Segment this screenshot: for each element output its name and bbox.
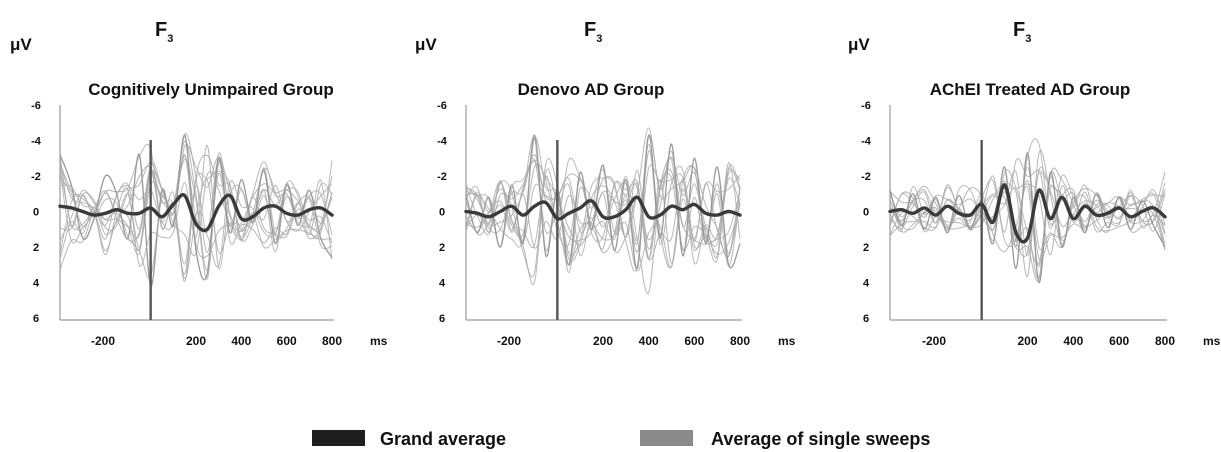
legend-label: Grand average <box>380 429 506 449</box>
series-grand-average <box>464 195 742 221</box>
x-tick-label: 800 <box>322 334 342 348</box>
x-tick-label: 600 <box>1109 334 1129 348</box>
single-sweep-trace <box>465 127 741 267</box>
single-sweep-trace <box>889 171 1166 261</box>
y-tick-label: -2 <box>861 171 871 183</box>
x-unit-label: ms <box>370 334 388 348</box>
x-tick-label: 400 <box>1063 334 1083 348</box>
single-sweep-trace <box>465 156 741 278</box>
x-tick-label: -200 <box>91 334 115 348</box>
series-single-sweeps <box>889 152 1166 284</box>
single-sweep-trace <box>59 155 333 270</box>
x-tick-label: 600 <box>684 334 704 348</box>
erp-panel-3: μV F3 AChEI Treated AD Group -6 -4 -2 0 2 4 6 -200… <box>848 19 1221 348</box>
single-sweep-trace <box>889 171 1166 267</box>
y-tick-label: -4 <box>31 136 42 148</box>
y-tick-label: 0 <box>863 207 869 219</box>
x-tick-label: -200 <box>922 334 946 348</box>
y-tick-label: -6 <box>31 100 41 112</box>
single-sweep-trace <box>59 133 333 260</box>
y-tick-label: -6 <box>437 100 447 112</box>
panel-title: Denovo AD Group <box>518 80 665 99</box>
x-tick-label: -200 <box>497 334 521 348</box>
x-unit-label: ms <box>1203 334 1221 348</box>
y-tick-label: 6 <box>439 313 445 325</box>
single-sweep-trace <box>889 158 1166 244</box>
x-tick-label: 200 <box>593 334 613 348</box>
electrode-subscript: 3 <box>167 33 173 45</box>
single-sweep-trace <box>465 150 741 286</box>
legend-label: Average of single sweeps <box>711 429 930 449</box>
y-tick-label: 6 <box>863 313 869 325</box>
y-tick-label: 4 <box>33 278 40 290</box>
electrode-subscript: 3 <box>596 33 602 45</box>
y-tick-label: 4 <box>863 278 870 290</box>
y-tick-label: 2 <box>439 242 445 254</box>
y-unit-label: μV <box>415 35 437 54</box>
panel-title: AChEI Treated AD Group <box>930 80 1131 99</box>
legend-swatch <box>312 430 365 446</box>
electrode-subscript: 3 <box>1025 33 1031 45</box>
single-sweep-trace <box>465 153 741 295</box>
single-sweep-trace <box>59 144 333 269</box>
y-tick-label: 4 <box>439 278 446 290</box>
single-sweep-trace <box>889 149 1166 277</box>
legend: Grand average Average of single sweeps <box>312 429 930 449</box>
y-tick-label: -4 <box>861 136 872 148</box>
electrode-label: F3 <box>155 19 173 45</box>
y-tick-label: -4 <box>437 136 448 148</box>
x-unit-label: ms <box>778 334 796 348</box>
x-tick-label: 200 <box>1017 334 1037 348</box>
y-tick-label: 6 <box>33 313 39 325</box>
panel-title: Cognitively Unimpaired Group <box>88 80 334 99</box>
series-grand-average <box>888 183 1167 244</box>
series-grand-average <box>58 193 334 233</box>
y-tick-label: 0 <box>439 207 445 219</box>
y-tick-label: -6 <box>861 100 871 112</box>
x-tick-label: 800 <box>1155 334 1175 348</box>
x-tick-label: 200 <box>186 334 206 348</box>
x-tick-label: 400 <box>639 334 659 348</box>
electrode-label: F3 <box>584 19 602 45</box>
y-tick-label: 0 <box>33 207 39 219</box>
x-tick-label: 600 <box>277 334 297 348</box>
y-tick-label: 2 <box>33 242 39 254</box>
electrode-label: F3 <box>1013 19 1031 45</box>
series-single-sweeps <box>465 134 741 269</box>
y-tick-label: 2 <box>863 242 869 254</box>
erp-panel-2: μV F3 Denovo AD Group -6 -4 -2 0 2 4 6 -200 200 400 6… <box>415 19 796 348</box>
y-tick-label: -2 <box>437 171 447 183</box>
single-sweep-trace <box>465 163 741 265</box>
single-sweep-trace <box>59 158 333 280</box>
y-unit-label: μV <box>10 35 32 54</box>
erp-panel-1: μV F3 Cognitively Unimpaired Group -6 -4 -2 0 2… <box>10 19 388 348</box>
x-tick-label: 800 <box>730 334 750 348</box>
single-sweep-trace <box>465 135 741 254</box>
legend-swatch <box>640 430 693 446</box>
series-single-sweeps <box>59 134 333 287</box>
y-unit-label: μV <box>848 35 870 54</box>
x-tick-label: 400 <box>231 334 251 348</box>
single-sweep-trace <box>465 157 741 272</box>
y-tick-label: -2 <box>31 171 41 183</box>
